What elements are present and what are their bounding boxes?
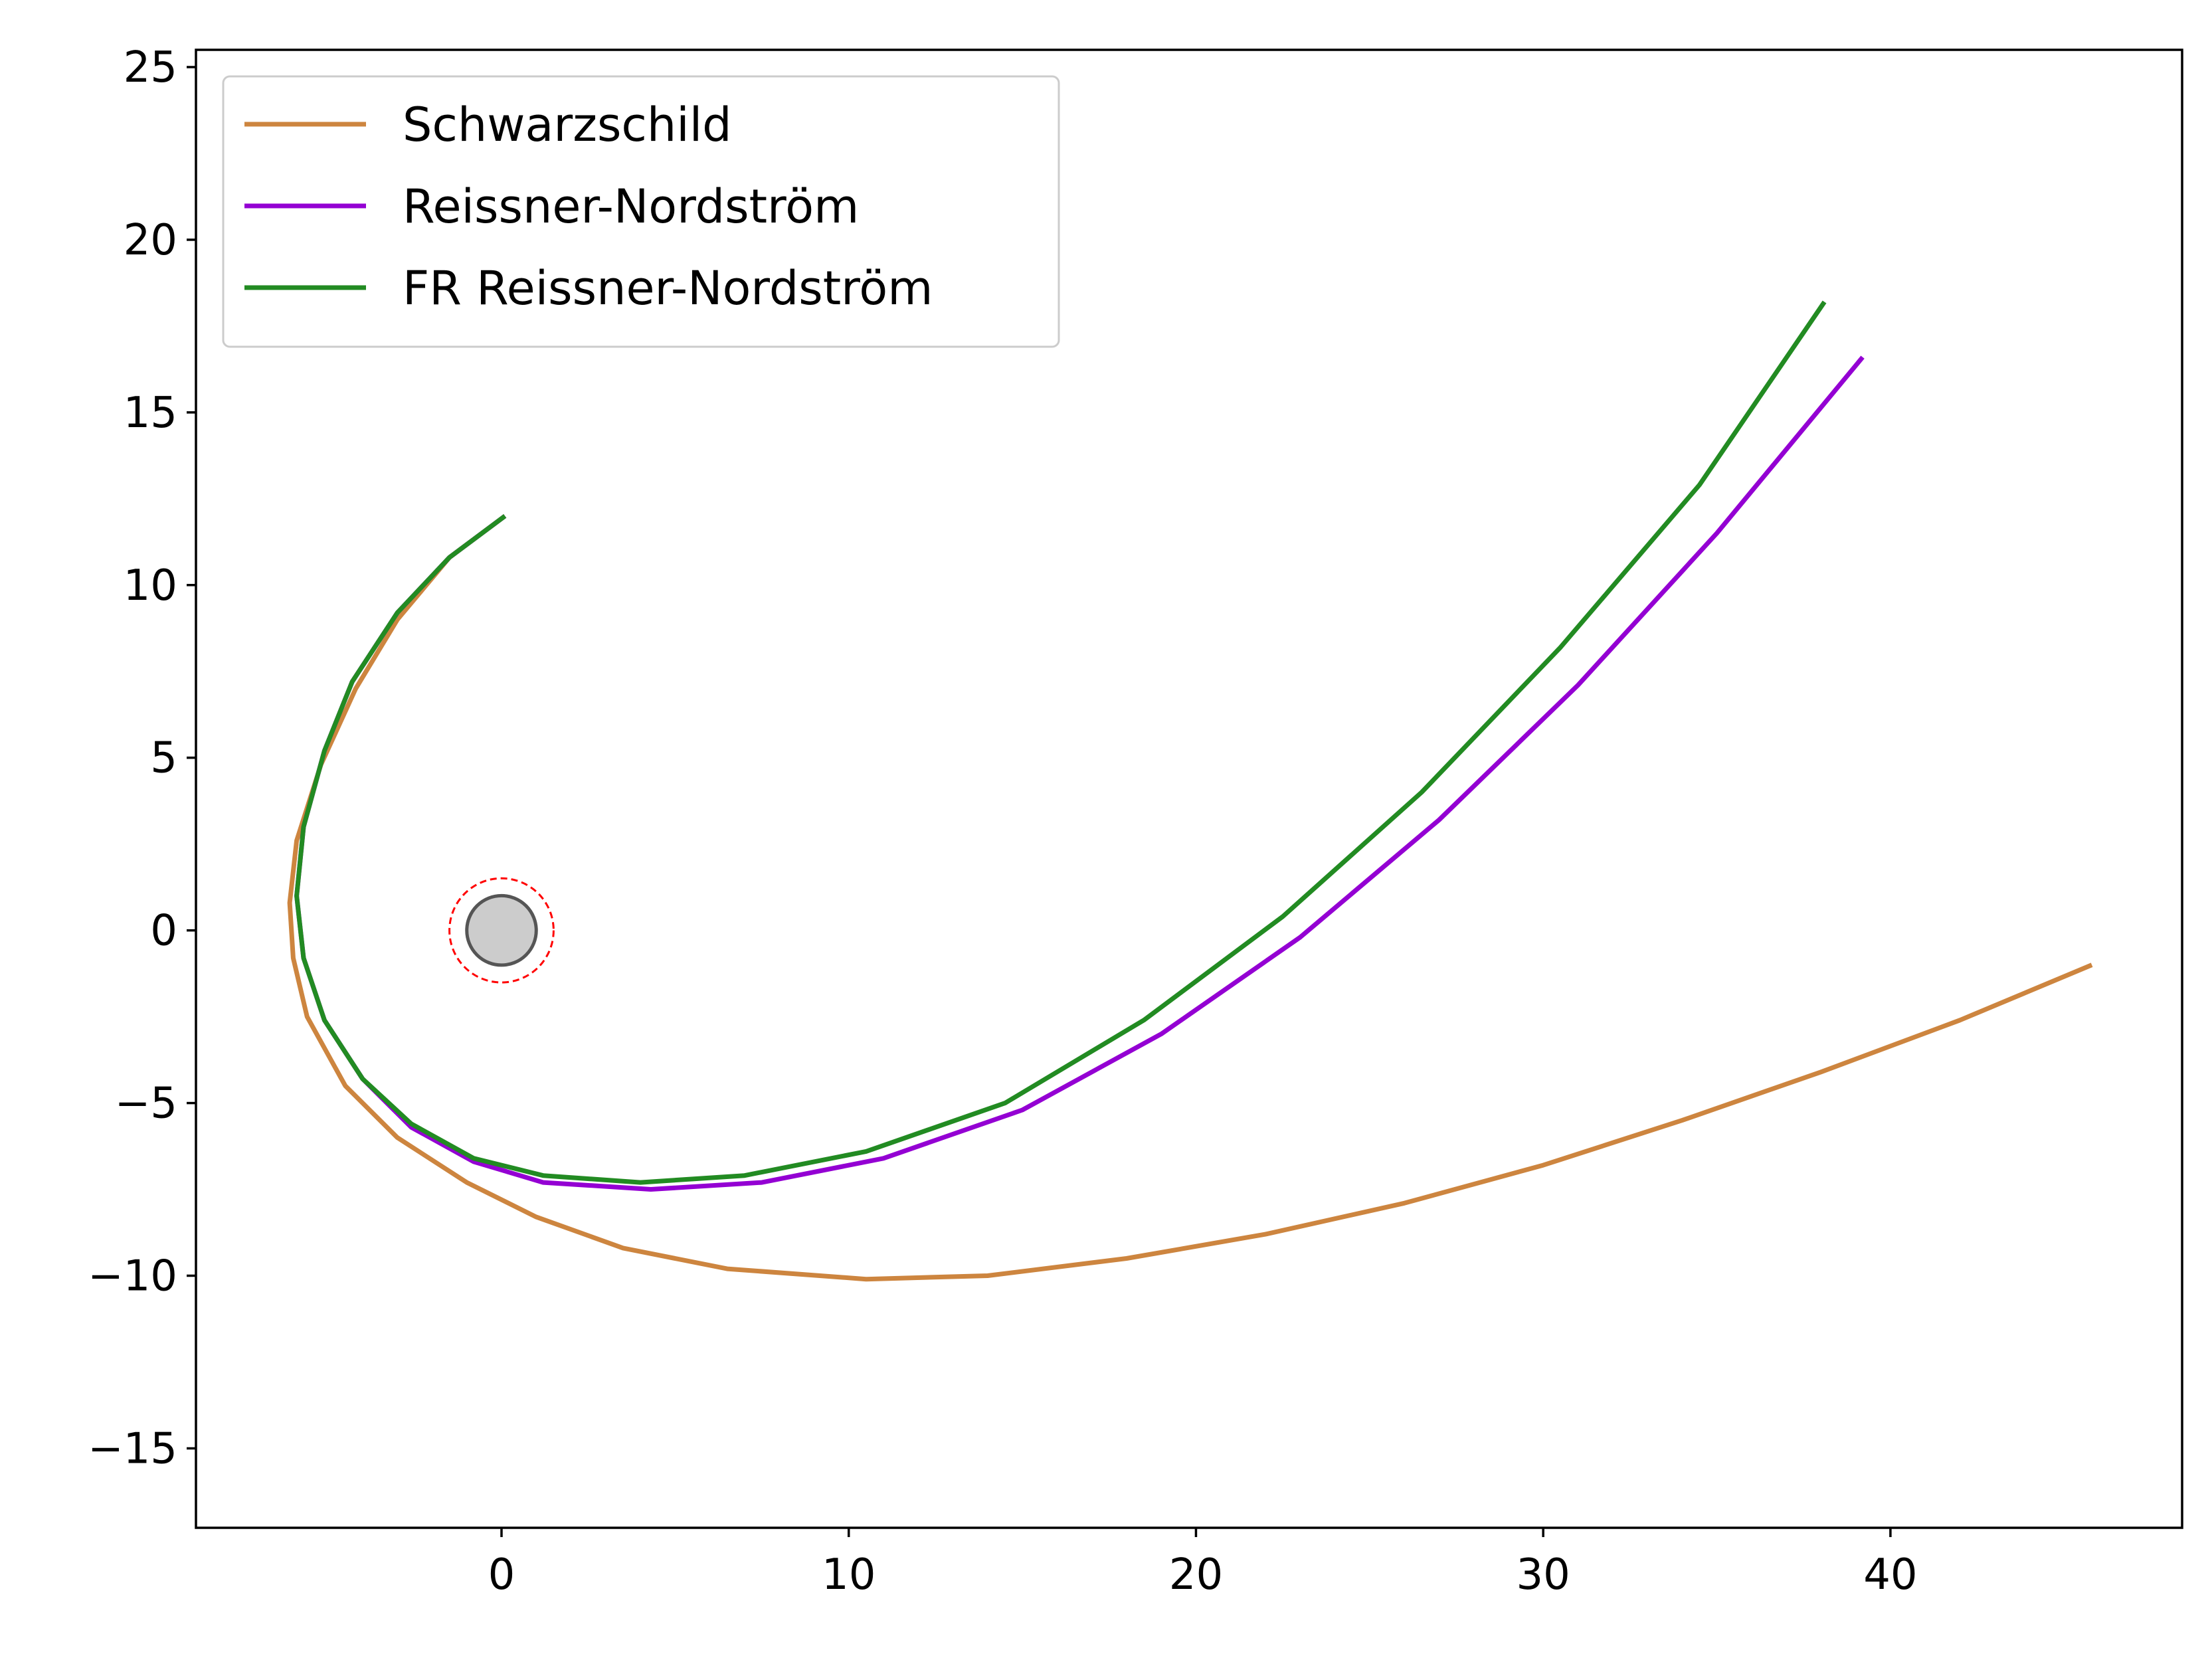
x-axis-ticks: 0 10 20 30 40 — [488, 1528, 1918, 1600]
legend-label-1: Reissner-Nordström — [403, 179, 859, 234]
y-tick-label: −15 — [88, 1424, 177, 1473]
y-tick-label: 20 — [124, 216, 177, 265]
y-axis-ticks: −15 −10 −5 0 5 10 15 20 25 — [88, 43, 196, 1473]
x-tick-label: 20 — [1169, 1550, 1223, 1600]
x-tick-label: 10 — [822, 1550, 876, 1600]
x-tick-label: 40 — [1863, 1550, 1917, 1600]
series-layer — [287, 300, 2093, 1282]
legend: Schwarzschild Reissner-Nordström FR Reissn… — [222, 75, 1060, 348]
y-tick-label: −5 — [115, 1079, 177, 1129]
y-tick-label: 0 — [150, 907, 177, 956]
central-mass-circle — [465, 893, 538, 967]
x-tick-label: 30 — [1516, 1550, 1570, 1600]
y-tick-label: 15 — [124, 389, 177, 438]
annotation-layer — [448, 877, 555, 984]
horizon-dashed-circle — [448, 877, 555, 984]
y-tick-label: 10 — [124, 561, 177, 610]
legend-label-0: Schwarzschild — [403, 98, 732, 152]
legend-label-2: FR Reissner-Nordström — [403, 261, 933, 316]
y-tick-label: −10 — [88, 1252, 177, 1301]
plot-area-frame — [195, 48, 2183, 1529]
series-line-2 — [294, 300, 1827, 1185]
legend-box — [222, 75, 1060, 348]
x-tick-label: 0 — [488, 1550, 515, 1600]
y-tick-label: 25 — [124, 43, 177, 92]
y-tick-label: 5 — [150, 734, 177, 783]
